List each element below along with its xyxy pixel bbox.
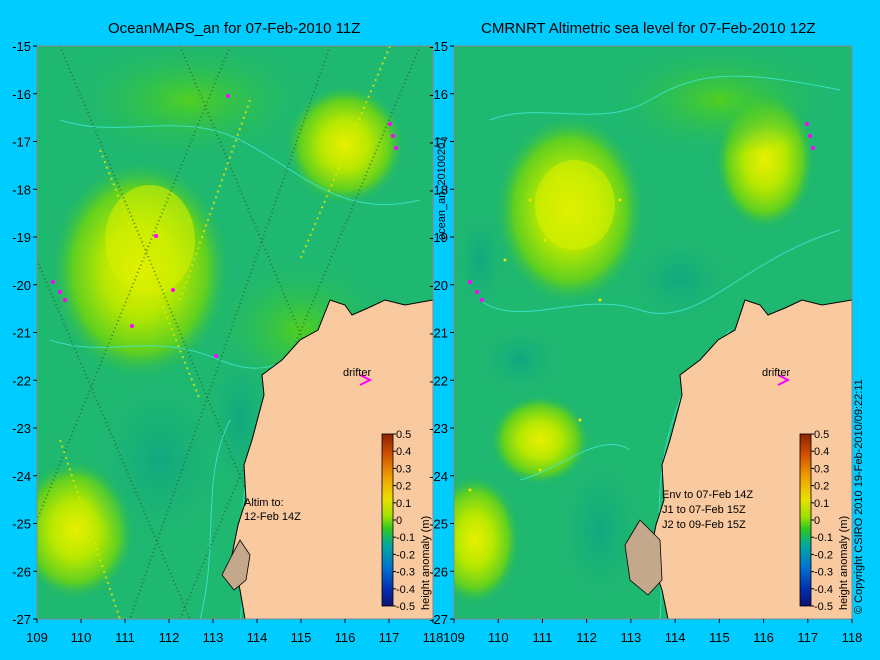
panel-1-colorbar: 0.5 0.4 0.3 0.2 0.1 0 -0.1 -0.2 -0.3 -0.4 -0.5 bbox=[381, 429, 415, 613]
panel-1-ytick-label: -24 bbox=[12, 469, 31, 484]
panel-1-cb-tick-label: -0.3 bbox=[396, 567, 415, 579]
panel-2-ytick-label: -27 bbox=[429, 612, 448, 627]
panel-2-annotation-line-3: J2 to 09-Feb 15Z bbox=[662, 519, 746, 531]
panel-1-cb-tick-label: 0.1 bbox=[396, 498, 411, 510]
panel-2-xtick-label: 109 bbox=[443, 630, 465, 645]
panel-2-ytick-label: -21 bbox=[429, 326, 448, 341]
y-axis-ticks: -15 -16 -17 -18 -19 -20 -21 -22 -23 -24 -25 -26 -27 -… bbox=[12, 39, 454, 627]
panel-2-xtick-label: 112 bbox=[576, 630, 597, 645]
panel-2-cb-tick-label: 0.5 bbox=[814, 429, 829, 441]
panel-2-annotation-line-1: Env to 07-Feb 14Z bbox=[662, 489, 753, 501]
panel-1-ytick-label: -19 bbox=[12, 230, 31, 245]
panel-2-cb-tick-label: -0.3 bbox=[814, 567, 833, 579]
panel-2-ytick-label: -17 bbox=[429, 135, 448, 150]
panel-1-ytick-label: -20 bbox=[12, 278, 31, 293]
panel-1-title: OceanMAPS_an for 07-Feb-2010 11Z bbox=[108, 20, 361, 37]
panel-1-ytick-label: -25 bbox=[12, 517, 31, 532]
panel-1-cb-tick-label: -0.4 bbox=[396, 584, 415, 596]
panel-2-ytick-label: -26 bbox=[429, 564, 448, 579]
panel-2-cb-tick-label: 0.1 bbox=[814, 498, 829, 510]
panel-2-drifter-label: drifter bbox=[762, 367, 790, 379]
panel-1-cb-tick-label: 0.2 bbox=[396, 481, 411, 493]
panel-2-ytick-label: -18 bbox=[429, 182, 448, 197]
panel-1-ytick-label: -27 bbox=[12, 612, 31, 627]
panel-1-xtick-label: 109 bbox=[26, 630, 48, 645]
panel-1-cb-tick-label: 0.4 bbox=[396, 446, 411, 458]
panel-2-ytick-label: -20 bbox=[429, 278, 448, 293]
panel-1-xtick-label: 114 bbox=[247, 630, 268, 645]
panel-2-ytick-label: -19 bbox=[429, 230, 448, 245]
panel-1-side-label: ocean_an_20100207 bbox=[436, 136, 448, 240]
panel-2-cb-tick-label: 0.2 bbox=[814, 481, 829, 493]
panel-2-ytick-label: -23 bbox=[429, 421, 448, 436]
panel-1-cb-tick-label: 0.5 bbox=[396, 429, 411, 441]
panel-1-xtick-label: 115 bbox=[291, 630, 312, 645]
panel-2-xtick-label: 118 bbox=[842, 630, 863, 645]
panel-1-annotation-line-2: 12-Feb 14Z bbox=[244, 511, 301, 523]
panel-2-ytick-label: -22 bbox=[429, 373, 448, 388]
panel-1-map bbox=[37, 46, 433, 619]
panel-2-colorbar: 0.5 0.4 0.3 0.2 0.1 0 -0.1 -0.2 -0.3 -0.4 -0.5 bbox=[799, 429, 833, 613]
panel-1-ytick-label: -21 bbox=[12, 326, 31, 341]
panel-1-xtick-label: 110 bbox=[71, 630, 92, 645]
panel-1-ytick-label: -18 bbox=[12, 182, 31, 197]
panel-1-xtick-label: 111 bbox=[115, 630, 135, 645]
panel-2-colorbar-label: height anomaly (m) bbox=[838, 515, 850, 610]
panel-2-cb-tick-label: 0.3 bbox=[814, 463, 829, 475]
panel-1-xtick-label: 112 bbox=[159, 630, 180, 645]
panel-1-ytick-label: -22 bbox=[12, 373, 31, 388]
panel-2-annotation-line-2: J1 to 07-Feb 15Z bbox=[662, 504, 746, 516]
panel-2-cb-tick-label: -0.1 bbox=[814, 532, 833, 544]
panel-2-cb-tick-label: 0.4 bbox=[814, 446, 829, 458]
panel-1-drifter-marker bbox=[359, 374, 373, 386]
panel-2-cb-tick-label: -0.5 bbox=[814, 601, 833, 613]
panel-2-xtick-label: 114 bbox=[665, 630, 686, 645]
panel-2-map bbox=[454, 46, 852, 619]
panel-2-title: CMRNRT Altimetric sea level for 07-Feb-2… bbox=[481, 20, 816, 37]
panel-1-ytick-label: -15 bbox=[12, 39, 31, 54]
panel-1-ytick-label: -23 bbox=[12, 421, 31, 436]
panel-1-ytick-label: -26 bbox=[12, 564, 31, 579]
panel-2-xtick-label: 116 bbox=[753, 630, 774, 645]
panel-2-xtick-label: 117 bbox=[797, 630, 818, 645]
panel-2-cb-tick-label: 0 bbox=[814, 515, 820, 527]
panel-1-cb-tick-label: 0 bbox=[396, 515, 402, 527]
x-axis-ticks: 109 110 111 112 113 114 115 116 117 118 109 110 111 1… bbox=[26, 619, 862, 645]
panel-1-xtick-label: 113 bbox=[203, 630, 224, 645]
panel-1-xtick-label: 118 bbox=[423, 630, 444, 645]
panel-1-cb-tick-label: 0.3 bbox=[396, 463, 411, 475]
copyright-label: © Copyright CSIRO 2010 19-Feb-2010/09:22… bbox=[853, 379, 865, 614]
panel-1-ytick-label: -16 bbox=[12, 87, 31, 102]
panel-1-cb-tick-label: -0.1 bbox=[396, 532, 415, 544]
panel-1-xtick-label: 116 bbox=[335, 630, 356, 645]
panel-2-cb-tick-label: -0.2 bbox=[814, 549, 833, 561]
panel-1-annotation-line-1: Altim to: bbox=[244, 497, 284, 509]
panel-2-xtick-label: 115 bbox=[709, 630, 730, 645]
panel-2-xtick-label: 111 bbox=[533, 630, 553, 645]
panel-2-ytick-label: -24 bbox=[429, 469, 448, 484]
panel-1-xtick-label: 117 bbox=[379, 630, 400, 645]
panel-2-xtick-label: 110 bbox=[488, 630, 509, 645]
panel-1-cb-tick-label: -0.5 bbox=[396, 601, 415, 613]
panel-1-ytick-label: -17 bbox=[12, 135, 31, 150]
panel-2-ytick-label: -16 bbox=[429, 87, 448, 102]
panel-2-ytick-label: -15 bbox=[429, 39, 448, 54]
panel-1-cb-tick-label: -0.2 bbox=[396, 549, 415, 561]
panel-1-drifter-label: drifter bbox=[343, 367, 371, 379]
panel-2-drifters bbox=[468, 122, 815, 302]
panel-2-drifter-marker bbox=[777, 374, 791, 386]
panel-1-colorbar-label: height anomaly (m) bbox=[420, 515, 432, 610]
panel-1-drifters bbox=[51, 94, 398, 358]
panel-2-ytick-label: -25 bbox=[429, 517, 448, 532]
panel-2-cb-tick-label: -0.4 bbox=[814, 584, 833, 596]
panel-2-xtick-label: 113 bbox=[621, 630, 642, 645]
